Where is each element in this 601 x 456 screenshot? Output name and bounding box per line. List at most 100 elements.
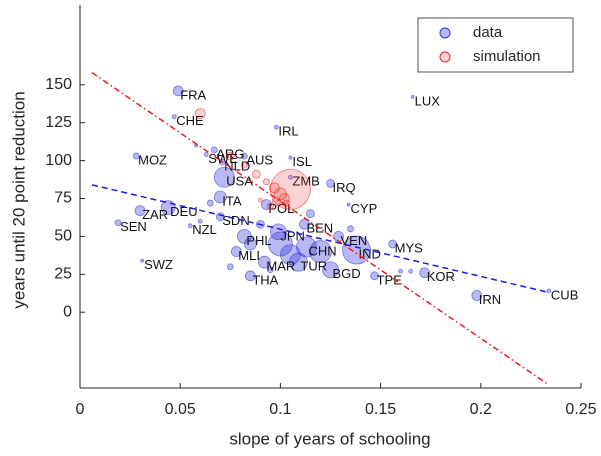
- data-point: [388, 239, 398, 249]
- series-0: [114, 85, 552, 301]
- data-point: [172, 85, 184, 97]
- point-label: USA: [226, 174, 253, 189]
- point-label: SEN: [120, 219, 147, 234]
- data-point: [408, 268, 414, 274]
- point-label: ZAR: [142, 207, 168, 222]
- data-point: [210, 146, 218, 154]
- data-point: [203, 152, 209, 157]
- simulation-point: [194, 108, 206, 120]
- point-label: MOZ: [138, 152, 167, 167]
- y-tick-label: 50: [54, 228, 72, 245]
- data-point: [213, 166, 235, 188]
- x-tick-label: 0.25: [565, 401, 596, 418]
- point-label: VEN: [341, 233, 368, 248]
- point-label: IRN: [479, 292, 501, 307]
- y-tick-label: 125: [45, 114, 72, 131]
- point-label: LUX: [415, 93, 441, 108]
- data-point: [346, 202, 351, 207]
- data-point: [471, 290, 483, 301]
- data-point: [260, 199, 272, 210]
- data-point: [398, 268, 404, 274]
- point-label: SDN: [222, 213, 249, 228]
- y-axis-label: years until 20 point reduction: [9, 91, 28, 308]
- point-label: TPE: [377, 272, 403, 287]
- x-tick-label: 0.2: [470, 401, 492, 418]
- data-point: [226, 263, 234, 271]
- point-label: ZMB: [292, 174, 319, 189]
- data-point: [114, 219, 122, 227]
- data-point: [134, 205, 146, 217]
- simulation-point: [225, 151, 235, 161]
- point-label: IRL: [278, 124, 298, 139]
- simulation-point: [271, 197, 281, 206]
- point-label: MAR: [266, 259, 295, 274]
- point-label: IND: [359, 246, 381, 261]
- legend-marker: [439, 51, 451, 63]
- point-label: CHE: [176, 113, 204, 128]
- data-point: [288, 174, 293, 180]
- point-label: ISL: [292, 154, 312, 169]
- y-tick-label: 150: [45, 76, 72, 93]
- data-point: [230, 246, 242, 257]
- y-tick-label: 75: [54, 190, 72, 207]
- x-axis-label: slope of years of schooling: [229, 429, 430, 448]
- data-point: [187, 223, 193, 229]
- legend-box: [417, 17, 574, 73]
- data-point: [299, 218, 310, 230]
- point-label: JPN: [280, 228, 305, 243]
- x-tick-label: 0.1: [269, 401, 291, 418]
- data-point: [326, 178, 335, 188]
- data-point: [266, 266, 274, 274]
- point-label: TUR: [300, 259, 327, 274]
- point-label: AUS: [246, 152, 273, 167]
- data-point: [370, 271, 379, 281]
- point-label: POL: [268, 201, 294, 216]
- simulation-point: [257, 197, 263, 203]
- data-point: [243, 237, 257, 251]
- data-point: [322, 261, 339, 279]
- point-label: FRA: [180, 87, 206, 102]
- point-label: CYP: [351, 201, 378, 216]
- data-point: [288, 155, 293, 160]
- data-point: [347, 225, 354, 233]
- data-point: [306, 209, 315, 219]
- data-point: [213, 190, 227, 204]
- point-label: NZL: [192, 222, 217, 237]
- legend-marker: [439, 27, 451, 39]
- simulation-point: [251, 169, 261, 179]
- data-point: [244, 270, 256, 282]
- point-label: PHL: [246, 233, 271, 248]
- point-label: IRQ: [333, 180, 356, 195]
- y-tick-label: 0: [63, 303, 72, 320]
- y-tick-label: 25: [54, 266, 72, 283]
- data-point: [215, 212, 225, 222]
- point-label: MLI: [238, 248, 260, 263]
- point-label: BGD: [333, 266, 361, 281]
- x-tick-label: 0.05: [165, 401, 196, 418]
- data-point: [410, 95, 415, 99]
- x-tick-label: 0.15: [365, 401, 396, 418]
- data-point: [240, 152, 248, 160]
- fit-line: [91, 72, 550, 386]
- simulation-point: [270, 169, 311, 210]
- point-label: SWE: [208, 151, 238, 166]
- data-point: [257, 255, 271, 269]
- legend-label: simulation: [473, 48, 541, 65]
- point-label: CHN: [308, 243, 336, 258]
- data-point: [197, 218, 203, 224]
- legend: data simulation: [417, 17, 574, 73]
- point-label: KOR: [427, 269, 455, 284]
- point-label: THA: [252, 272, 278, 287]
- data-point: [419, 267, 431, 279]
- legend-label: data: [473, 24, 503, 41]
- point-label: ARG: [216, 146, 244, 161]
- data-point: [273, 124, 279, 130]
- data-point: [132, 152, 140, 160]
- fit-line: [91, 184, 550, 294]
- data-point: [289, 252, 308, 272]
- y-tick-label: 100: [45, 152, 72, 169]
- data-point: [280, 244, 301, 265]
- x-tick-label: 0: [76, 401, 85, 418]
- simulation-point: [262, 178, 270, 186]
